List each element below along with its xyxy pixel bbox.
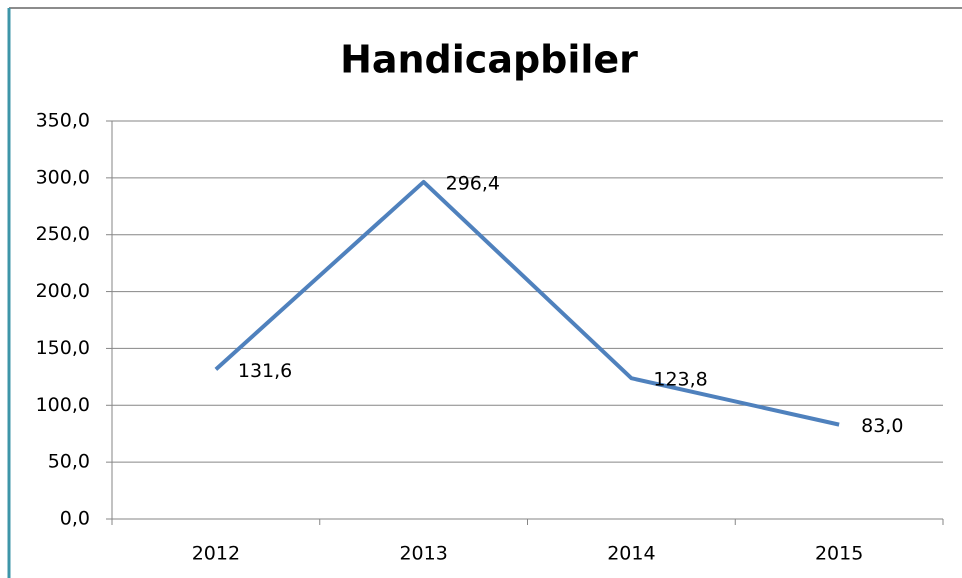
line-series <box>214 179 840 427</box>
data-label: 131,6 <box>238 360 292 382</box>
data-label: 83,0 <box>861 415 903 437</box>
y-tick-label: 350,0 <box>36 110 90 132</box>
data-label: 296,4 <box>446 172 500 194</box>
chart-title: Handicapbiler <box>340 38 638 82</box>
x-tick-label: 2014 <box>607 543 655 565</box>
y-tick-label: 0,0 <box>60 508 90 530</box>
y-tick-label: 50,0 <box>48 451 90 473</box>
x-tick-label: 2015 <box>815 543 863 565</box>
y-tick-label: 100,0 <box>36 394 90 416</box>
y-tick-label: 300,0 <box>36 166 90 188</box>
y-tick-label: 150,0 <box>36 337 90 359</box>
x-tick-label: 2013 <box>399 543 447 565</box>
y-tick-label: 200,0 <box>36 280 90 302</box>
data-label: 123,8 <box>653 369 707 391</box>
y-tick-label: 250,0 <box>36 223 90 245</box>
x-tick-label: 2012 <box>192 543 240 565</box>
